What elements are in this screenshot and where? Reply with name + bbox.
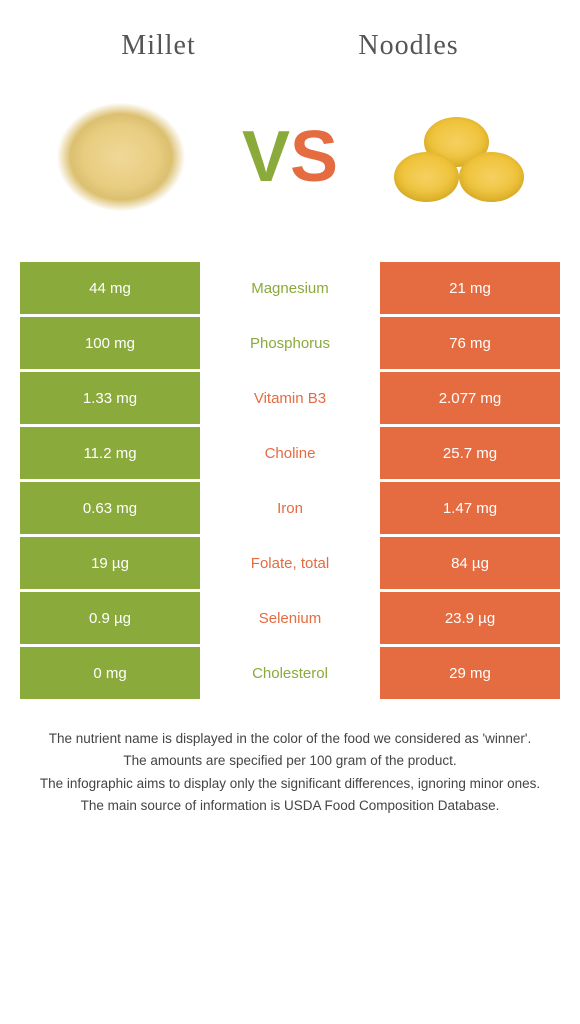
footer-line-3: The infographic aims to display only the… (20, 774, 560, 794)
value-b: 84 µg (380, 537, 560, 589)
value-a: 100 mg (20, 317, 200, 369)
nutrient-name: Folate, total (200, 537, 380, 589)
value-a: 0.63 mg (20, 482, 200, 534)
value-b: 21 mg (380, 262, 560, 314)
table-row: 0 mgCholesterol29 mg (20, 647, 560, 699)
nutrient-name: Iron (200, 482, 380, 534)
value-b: 25.7 mg (380, 427, 560, 479)
food-b-title: Noodles (358, 30, 458, 62)
vs-s: S (290, 116, 338, 198)
table-row: 1.33 mgVitamin B32.077 mg (20, 372, 560, 424)
value-b: 2.077 mg (380, 372, 560, 424)
vs-label: VS (242, 116, 338, 198)
table-row: 11.2 mgCholine25.7 mg (20, 427, 560, 479)
header: Millet Noodles (0, 0, 580, 72)
value-b: 1.47 mg (380, 482, 560, 534)
value-a: 0.9 µg (20, 592, 200, 644)
value-a: 19 µg (20, 537, 200, 589)
value-b: 76 mg (380, 317, 560, 369)
millet-image (41, 87, 201, 227)
value-b: 23.9 µg (380, 592, 560, 644)
nutrient-name: Magnesium (200, 262, 380, 314)
value-a: 44 mg (20, 262, 200, 314)
footer-line-1: The nutrient name is displayed in the co… (20, 729, 560, 749)
nutrient-name: Vitamin B3 (200, 372, 380, 424)
nutrient-name: Cholesterol (200, 647, 380, 699)
images-row: VS (0, 72, 580, 252)
nutrient-name: Phosphorus (200, 317, 380, 369)
food-a-title: Millet (121, 30, 195, 62)
nutrient-table: 44 mgMagnesium21 mg100 mgPhosphorus76 mg… (20, 262, 560, 699)
vs-v: V (242, 116, 290, 198)
table-row: 19 µgFolate, total84 µg (20, 537, 560, 589)
table-row: 44 mgMagnesium21 mg (20, 262, 560, 314)
nutrient-name: Choline (200, 427, 380, 479)
footer-notes: The nutrient name is displayed in the co… (20, 729, 560, 816)
table-row: 100 mgPhosphorus76 mg (20, 317, 560, 369)
nutrient-name: Selenium (200, 592, 380, 644)
noodles-image (379, 87, 539, 227)
value-a: 1.33 mg (20, 372, 200, 424)
value-a: 11.2 mg (20, 427, 200, 479)
value-b: 29 mg (380, 647, 560, 699)
footer-line-2: The amounts are specified per 100 gram o… (20, 751, 560, 771)
table-row: 0.9 µgSelenium23.9 µg (20, 592, 560, 644)
footer-line-4: The main source of information is USDA F… (20, 796, 560, 816)
table-row: 0.63 mgIron1.47 mg (20, 482, 560, 534)
value-a: 0 mg (20, 647, 200, 699)
